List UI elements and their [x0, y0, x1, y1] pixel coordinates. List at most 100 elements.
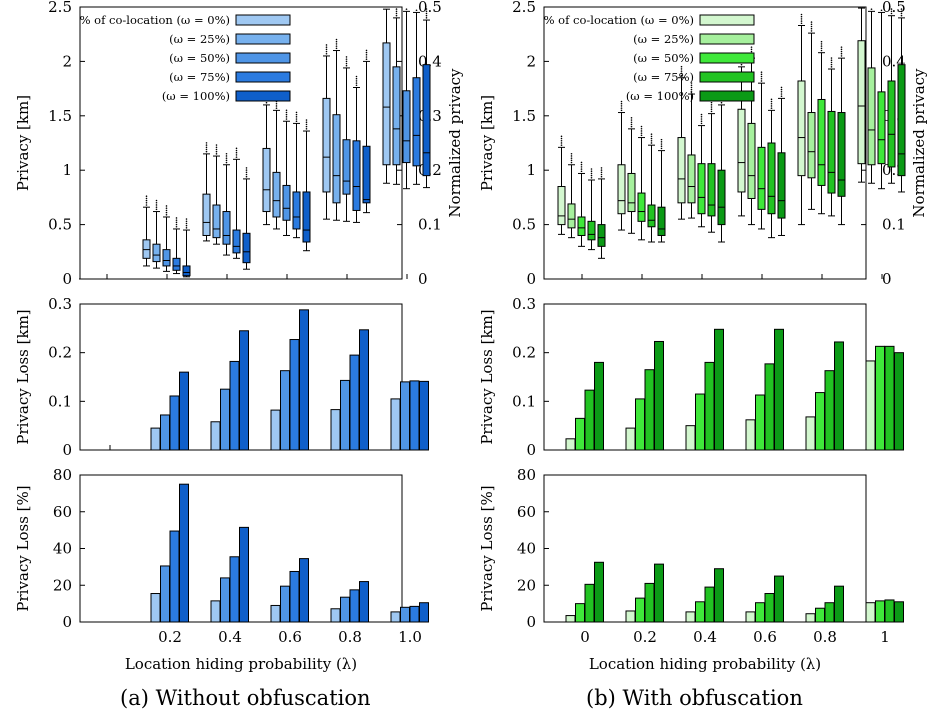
box-outlier: [890, 8, 893, 10]
box: [617, 100, 626, 231]
box-outlier: [650, 142, 653, 144]
box: [302, 119, 311, 252]
box-body: [827, 110, 836, 194]
box-outlier: [700, 113, 703, 116]
box-outlier: [275, 105, 278, 107]
box-body: [707, 163, 716, 217]
bar: [160, 565, 170, 623]
bar: [179, 483, 189, 623]
box-outlier: [235, 151, 238, 154]
bar: [210, 421, 221, 451]
bar: [349, 589, 360, 623]
box-outlier: [680, 70, 683, 72]
box: [877, 9, 886, 190]
bar: [865, 360, 876, 451]
bar: [695, 601, 705, 623]
bar: [625, 427, 636, 451]
box-body: [202, 193, 211, 236]
bar: [755, 394, 765, 451]
box-outlier: [215, 150, 218, 153]
box-body: [402, 90, 411, 164]
x-tick-label: 0.6: [278, 628, 302, 646]
box: [857, 7, 866, 183]
box-outlier: [185, 227, 188, 229]
legend-swatch: [699, 52, 755, 64]
box-outlier: [365, 58, 368, 60]
x-tick-label: 0.4: [218, 628, 242, 646]
box: [717, 93, 726, 243]
box: [897, 8, 906, 193]
box-outlier: [325, 50, 328, 53]
y-axis-label: Privacy Loss [km]: [14, 309, 32, 444]
bar: [824, 602, 835, 623]
box-outlier: [165, 211, 168, 214]
box-outlier: [205, 148, 208, 151]
bar: [805, 416, 816, 451]
y-tick-label: 0: [526, 270, 536, 288]
box-body: [657, 206, 666, 236]
box-body: [577, 216, 586, 236]
legend-swatch: [699, 71, 755, 83]
bar: [340, 379, 350, 451]
y-tick-label: 2.5: [48, 0, 72, 16]
y-tick-label: 2.5: [512, 0, 536, 16]
box-outlier: [640, 130, 643, 132]
box-outlier: [660, 147, 663, 150]
box-outlier: [810, 21, 813, 23]
box-outlier: [285, 111, 288, 114]
box-outlier: [205, 146, 208, 149]
box: [332, 38, 341, 221]
box-body: [597, 224, 606, 247]
box-body: [382, 42, 391, 166]
box-outlier: [365, 49, 368, 52]
box-body: [737, 108, 746, 193]
bar: [565, 615, 576, 623]
box-outlier: [780, 90, 783, 93]
box-outlier: [630, 125, 633, 128]
box-outlier: [770, 100, 773, 103]
box-outlier: [780, 88, 783, 91]
box-outlier: [800, 22, 803, 25]
box-outlier: [820, 45, 823, 47]
bar: [160, 414, 170, 451]
box-outlier: [700, 118, 703, 120]
box-body: [282, 184, 291, 221]
box: [242, 167, 251, 270]
bar: [594, 561, 604, 623]
box-outlier: [630, 123, 633, 126]
box: [232, 147, 241, 259]
box: [152, 199, 161, 269]
bar: [764, 593, 775, 623]
box-outlier: [900, 10, 903, 13]
box-outlier: [155, 199, 158, 202]
box-outlier: [235, 156, 238, 158]
box-outlier: [840, 46, 843, 48]
bar: [150, 427, 161, 451]
box: [557, 135, 566, 235]
box-outlier: [650, 133, 653, 135]
box-body: [152, 243, 161, 263]
box-body: [302, 191, 311, 243]
box-outlier: [285, 109, 288, 112]
box-outlier: [225, 161, 228, 164]
box-outlier: [175, 223, 178, 226]
plot-frame: [543, 6, 867, 280]
box-outlier: [345, 64, 348, 67]
bar: [390, 398, 401, 451]
box-outlier: [830, 61, 833, 64]
chart-a-loss-km: 0 0.1 0.2 0.3 Privacy Loss [km]: [14, 295, 429, 459]
box: [182, 218, 191, 278]
box-outlier: [700, 120, 703, 122]
box-outlier: [710, 106, 713, 108]
box-outlier: [345, 58, 348, 60]
bar: [229, 360, 240, 451]
box-outlier: [630, 121, 633, 124]
legend-swatch: [699, 14, 755, 26]
bar: [289, 339, 300, 451]
bar: [390, 611, 401, 623]
box-outlier: [890, 10, 893, 13]
box-body: [807, 112, 816, 179]
y-tick-label: 80: [53, 466, 72, 484]
y-tick-label: 0: [62, 441, 72, 459]
